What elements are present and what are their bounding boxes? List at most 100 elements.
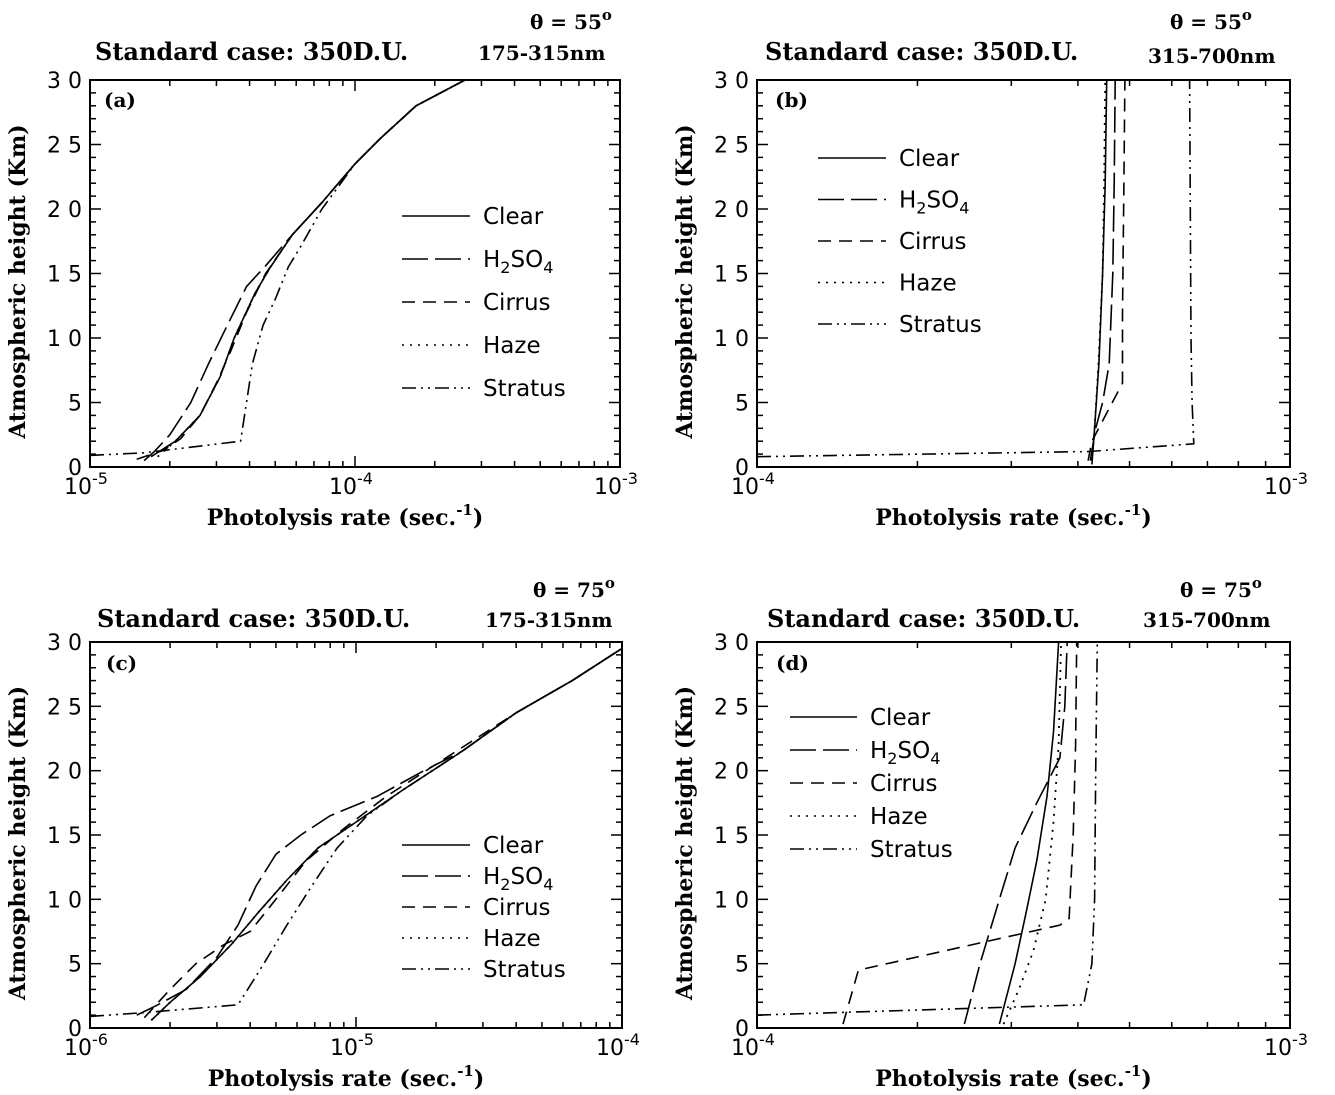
y-axis-label: Atmospheric height (Km) — [5, 124, 31, 439]
degree-sign: o — [1252, 574, 1262, 592]
x-tick-label: 10-4 — [731, 1030, 775, 1061]
y-tick-label: 2 0 — [714, 198, 749, 223]
series-line-dashdotdot — [756, 641, 1099, 1016]
series-line-solid — [150, 79, 466, 458]
series-line-solid — [998, 641, 1060, 1025]
y-tick-label: 5 — [735, 953, 749, 978]
y-tick-label: 5 — [68, 392, 82, 417]
legend-label: Clear — [483, 204, 544, 230]
x-tick-label: 10-4 — [731, 469, 775, 500]
y-axis-label: Atmospheric height (Km) — [672, 686, 698, 1001]
zenith-angle-label: θ = 75o — [533, 574, 615, 602]
y-tick-label: 2 5 — [47, 695, 82, 720]
x-tick-base: 10 — [1264, 475, 1292, 500]
y-tick-label: 3 0 — [47, 69, 82, 94]
chart-title: Standard case: 350D.U. — [765, 37, 1078, 66]
legend-label-sub: 4 — [930, 749, 940, 768]
zenith-angle-label: θ = 75o — [1180, 574, 1262, 602]
panel-a: 051 01 52 02 53 010-5 10-4 10-3ClearH2SO4C… — [5, 6, 638, 531]
legend-label: Cirrus — [870, 771, 938, 797]
legend-label-sub: 2 — [887, 749, 897, 768]
y-tick-label: 0 — [735, 1017, 749, 1042]
legend-label: H2SO4 — [483, 247, 553, 277]
y-tick-label: 0 — [68, 1017, 82, 1042]
x-tick-label: 10-3 — [1264, 1030, 1308, 1061]
chart-title: Standard case: 350D.U. — [767, 604, 1080, 633]
legend: Clear H2SO4 Cirrus Haze Stratus — [818, 146, 982, 338]
x-axis-label: Photolysis rate (sec.-1) — [207, 501, 484, 531]
x-axis-label-end: ) — [1141, 505, 1151, 531]
y-tick-label: 1 0 — [47, 327, 82, 352]
legend-label: Clear — [483, 833, 544, 859]
legend-label: Stratus — [483, 957, 566, 983]
y-tick-label: 1 0 — [47, 888, 82, 913]
y-tick-label: 2 0 — [714, 760, 749, 785]
x-tick-label: 10-6 — [64, 1030, 108, 1061]
chart-title: Standard case: 350D.U. — [97, 604, 410, 633]
legend-label: Cirrus — [899, 229, 967, 255]
zenith-angle-value: θ = 75 — [533, 578, 605, 602]
series-line-dash — [143, 647, 623, 1019]
degree-sign: o — [1242, 6, 1252, 24]
wavelength-label: 315-700nm — [1143, 608, 1271, 632]
x-tick-exponent: -4 — [357, 469, 373, 488]
legend-label-sub: 2 — [500, 258, 510, 277]
x-tick-base: 10 — [594, 475, 622, 500]
x-tick-exponent: -5 — [92, 469, 108, 488]
legend-label: Clear — [899, 146, 960, 172]
y-tick-label: 1 0 — [714, 888, 749, 913]
x-axis-label-text: Photolysis rate (sec. — [207, 505, 457, 531]
x-tick-exponent: -3 — [1292, 469, 1308, 488]
plot-frame — [756, 79, 1291, 468]
x-tick-label: 10-4 — [596, 1030, 640, 1061]
x-axis-label-sup: -1 — [1125, 1062, 1142, 1080]
y-tick-label: 1 5 — [714, 824, 749, 849]
x-axis-label: Photolysis rate (sec.-1) — [875, 1062, 1152, 1092]
x-axis-label-text: Photolysis rate (sec. — [208, 1066, 458, 1092]
y-tick-label: 3 0 — [47, 631, 82, 656]
y-tick-label: 1 5 — [47, 263, 82, 288]
x-tick-label: 10-3 — [594, 469, 638, 500]
y-tick-label: 2 5 — [47, 134, 82, 159]
x-axis-label-end: ) — [473, 505, 483, 531]
x-tick-base: 10 — [731, 475, 759, 500]
plot-frame — [756, 641, 1291, 1029]
legend-label: Clear — [870, 705, 931, 731]
x-tick-label: 10-4 — [329, 469, 373, 500]
series-line-dashdotdot — [89, 647, 623, 1018]
chart-title: Standard case: 350D.U. — [95, 37, 408, 66]
legend-label-sub: 4 — [543, 875, 553, 894]
legend-label: Haze — [870, 804, 928, 830]
panel-label: (b) — [775, 88, 808, 112]
y-tick-label: 1 5 — [714, 263, 749, 288]
degree-sign: o — [605, 574, 615, 592]
legend-label-part: H — [899, 188, 916, 214]
y-tick-label: 3 0 — [714, 631, 749, 656]
legend-label: Stratus — [870, 837, 953, 863]
legend: Clear H2SO4 Cirrus Haze Stratus — [790, 705, 953, 863]
y-tick-label: 0 — [735, 456, 749, 481]
legend-label: Haze — [899, 271, 957, 297]
panel-c: 051 01 52 02 53 010-6 10-5 10-4ClearH2SO4C… — [5, 574, 640, 1092]
x-tick-label: 10-5 — [64, 469, 108, 500]
series-line-dash — [136, 79, 466, 461]
x-axis-label: Photolysis rate (sec.-1) — [875, 501, 1152, 531]
legend-label-part: SO — [510, 247, 543, 273]
legend-label-sub: 4 — [543, 258, 553, 277]
legend-label-part: SO — [510, 864, 543, 890]
series-line-longdash — [963, 641, 1068, 1025]
zenith-angle-value: θ = 75 — [1180, 578, 1252, 602]
legend-label: H2SO4 — [899, 188, 969, 218]
series-line-dot — [1002, 641, 1062, 1025]
legend-label-part: SO — [926, 188, 959, 214]
x-axis-label-end: ) — [1141, 1066, 1151, 1092]
y-tick-label: 1 5 — [47, 824, 82, 849]
x-tick-label: 10-3 — [1264, 469, 1308, 500]
legend-label-sub: 2 — [916, 199, 926, 218]
degree-sign: o — [602, 6, 612, 24]
legend-label: Haze — [483, 333, 541, 359]
y-axis-label: Atmospheric height (Km) — [672, 124, 698, 439]
x-tick-exponent: -4 — [759, 1030, 775, 1049]
series-line-dot — [157, 79, 466, 458]
legend-label: Stratus — [899, 312, 982, 338]
